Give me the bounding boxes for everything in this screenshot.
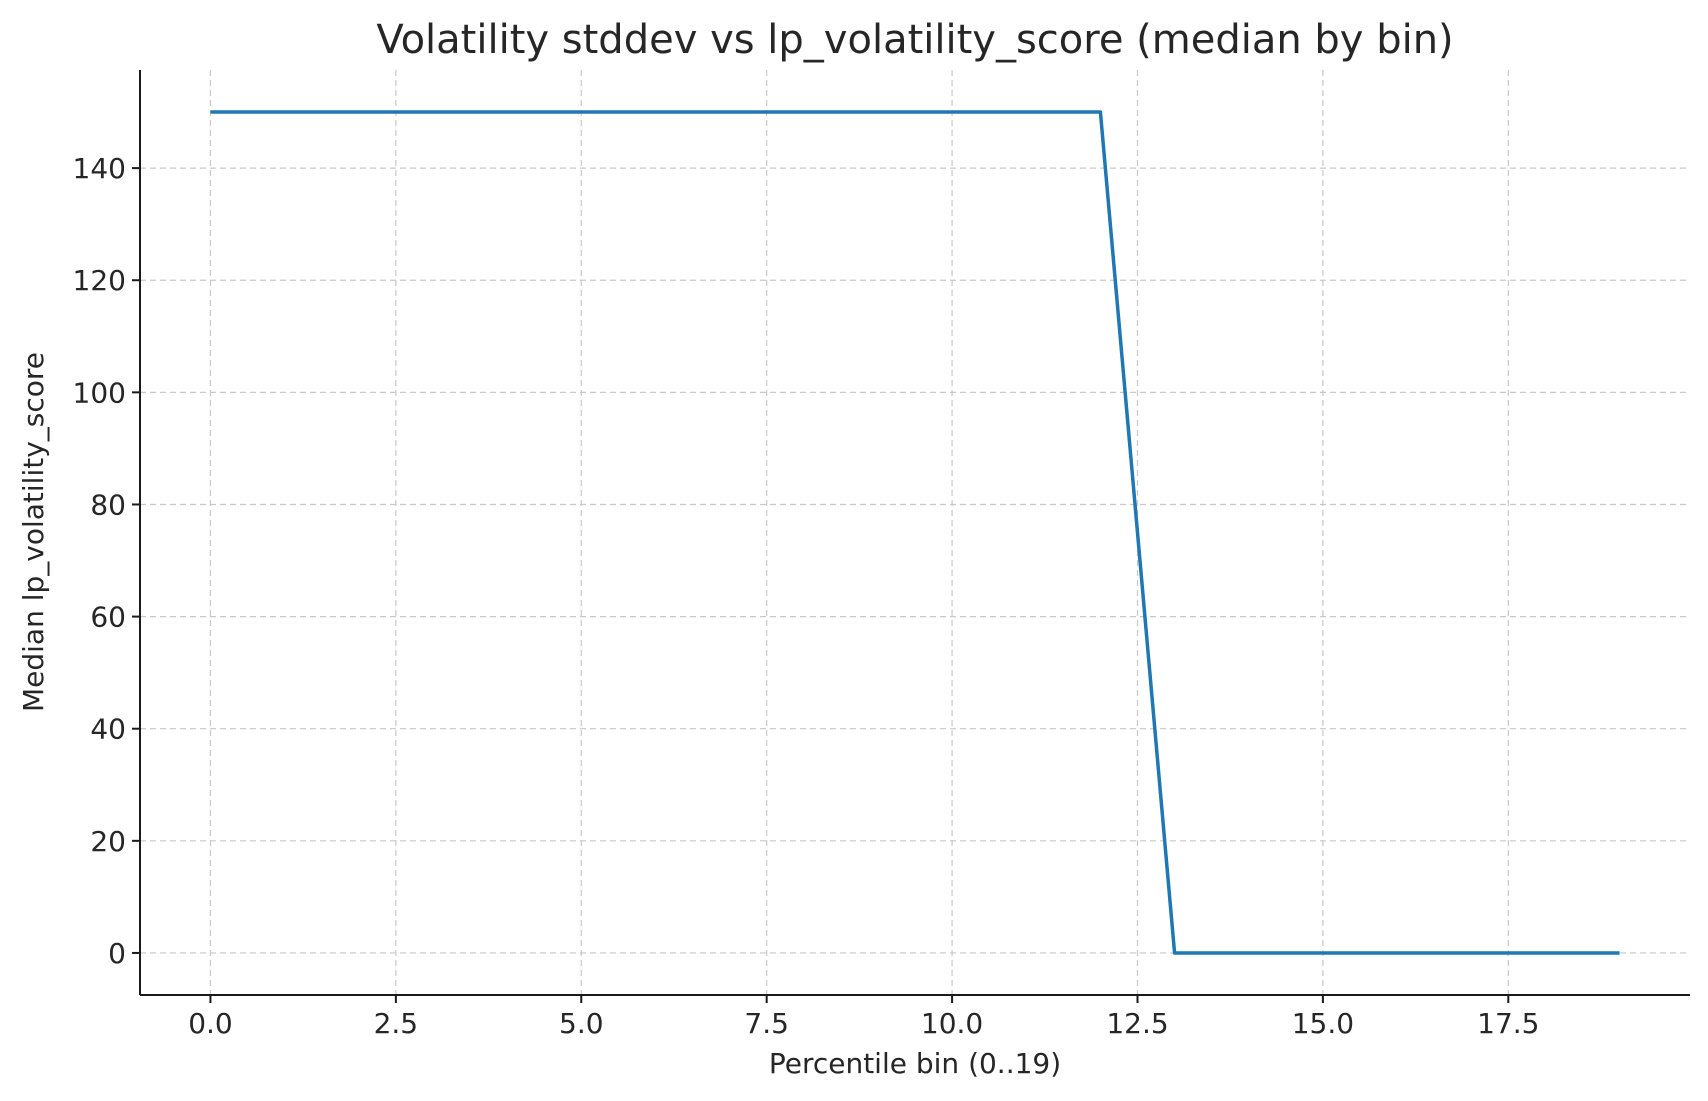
x-tick-label: 0.0 [188,1007,233,1040]
y-tick-label: 120 [73,264,126,297]
series-line [210,110,1620,955]
x-tick-label: 15.0 [1292,1007,1354,1040]
y-axis-label: Median lp_volatility_score [17,352,50,712]
x-tick-label: 5.0 [559,1007,604,1040]
y-tick-label: 60 [90,601,126,634]
chart-title: Volatility stddev vs lp_volatility_score… [376,17,1453,63]
y-tick-label: 140 [73,152,126,185]
y-tick-label: 20 [90,825,126,858]
x-tick-label: 12.5 [1106,1007,1168,1040]
y-ticks: 0 20 40 60 80 100 120 140 [73,152,140,970]
x-tick-label: 2.5 [374,1007,419,1040]
gridlines [140,70,1690,995]
x-tick-label: 10.0 [921,1007,983,1040]
x-tick-label: 7.5 [744,1007,789,1040]
y-tick-label: 80 [90,488,126,521]
y-tick-label: 0 [108,937,126,970]
x-tick-label: 17.5 [1477,1007,1539,1040]
y-tick-label: 40 [90,713,126,746]
x-axis-label: Percentile bin (0..19) [769,1047,1061,1080]
axes [139,70,1690,996]
series-layer [210,110,1620,955]
x-ticks: 0.0 2.5 5.0 7.5 10.0 12.5 15.0 17.5 [188,995,1539,1040]
y-tick-label: 100 [73,376,126,409]
